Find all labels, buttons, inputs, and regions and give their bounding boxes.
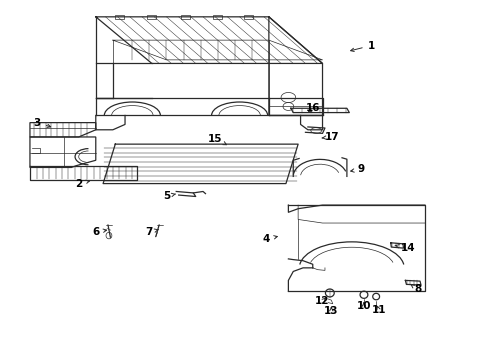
Text: 1: 1 [350, 41, 374, 51]
Bar [147, 15, 156, 19]
Bar [115, 15, 124, 19]
Bar [244, 15, 253, 19]
Text: 7: 7 [145, 227, 158, 237]
Text: 15: 15 [207, 134, 226, 145]
Text: 14: 14 [394, 243, 414, 253]
Text: 13: 13 [324, 306, 338, 316]
Text: 3: 3 [34, 118, 51, 128]
Text: 4: 4 [262, 234, 277, 244]
Text: 11: 11 [370, 305, 385, 315]
Text: 2: 2 [75, 179, 89, 189]
Bar [181, 15, 189, 19]
Bar [212, 15, 221, 19]
Text: 5: 5 [163, 191, 175, 201]
Text: 6: 6 [92, 227, 106, 237]
Text: 10: 10 [356, 301, 370, 311]
Text: 12: 12 [315, 296, 329, 306]
Text: 16: 16 [305, 103, 319, 113]
Text: 9: 9 [350, 164, 365, 174]
Text: 17: 17 [322, 132, 339, 142]
Text: 8: 8 [410, 284, 420, 294]
